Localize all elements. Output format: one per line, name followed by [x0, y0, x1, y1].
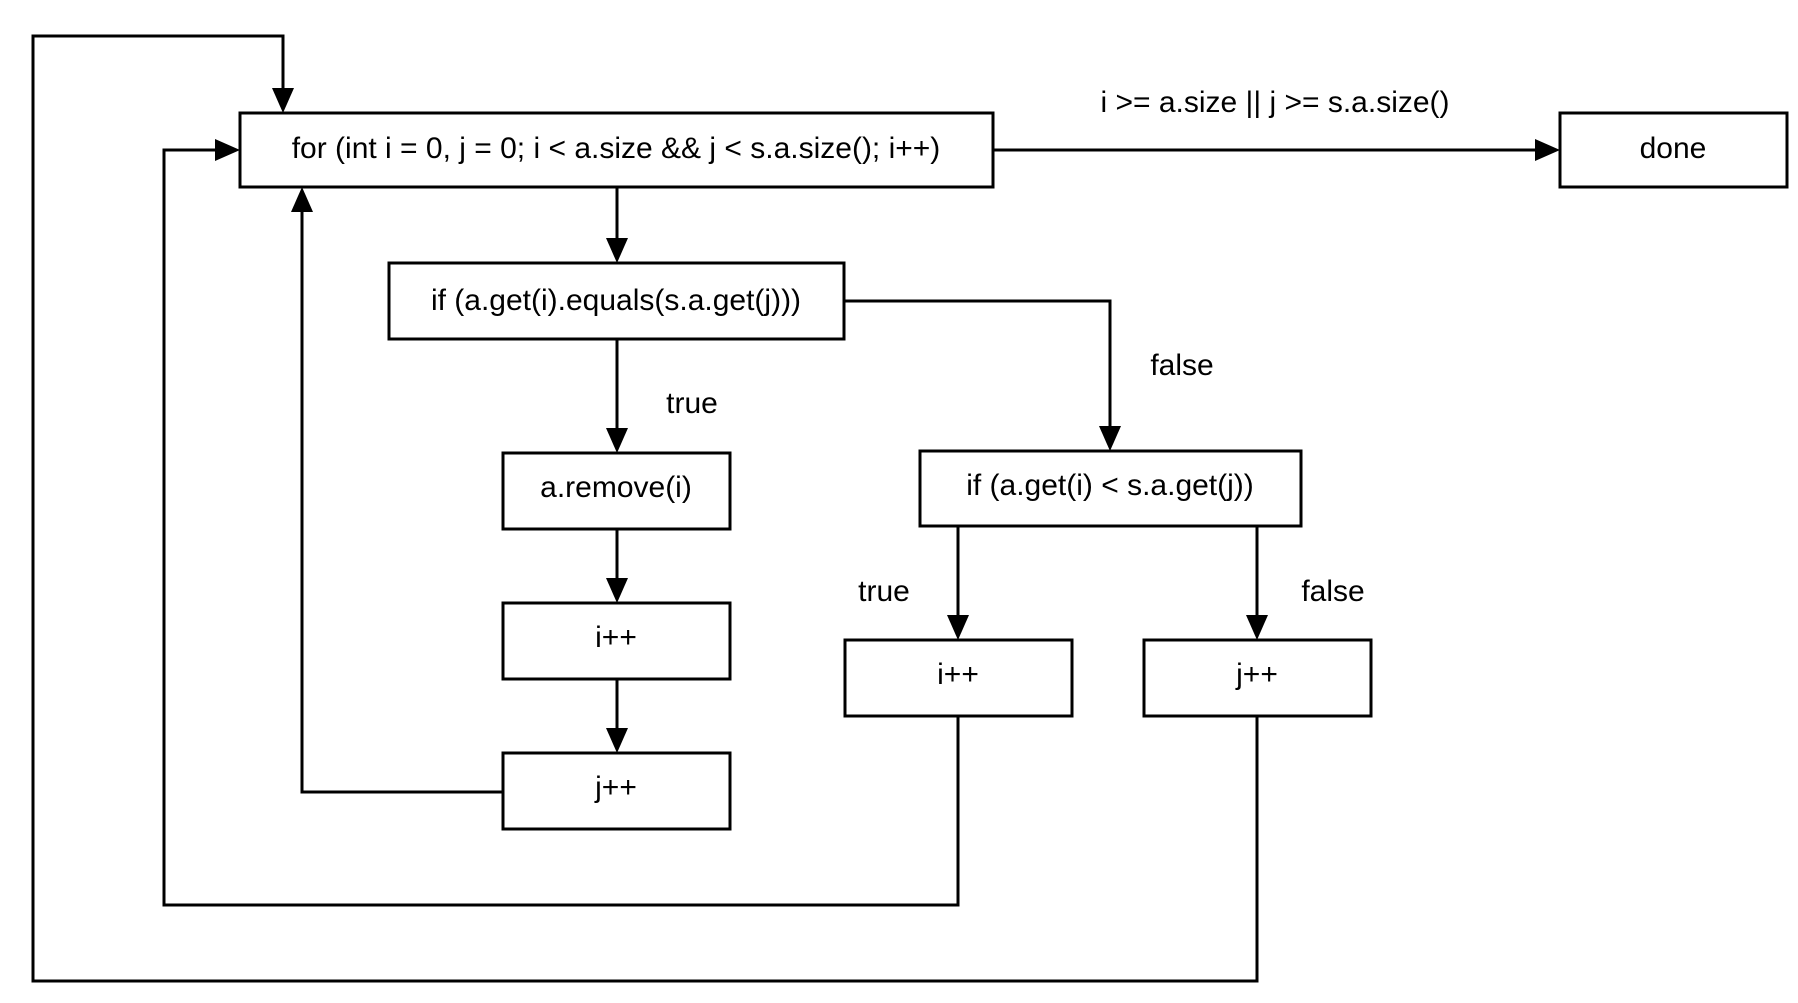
less-false-label: false — [1301, 575, 1364, 608]
svg-text:j++: j++ — [594, 771, 637, 804]
edge-i-right-to-for — [162, 148, 960, 907]
svg-text:if (a.get(i) < s.a.get(j)): if (a.get(i) < s.a.get(j)) — [966, 469, 1254, 502]
less-true-label: true — [858, 575, 910, 608]
arrowhead — [606, 238, 628, 263]
edge-labels: i >= a.size || j >= s.a.size() true fals… — [666, 86, 1449, 608]
equals-false-label: false — [1150, 349, 1213, 382]
arrowhead — [215, 139, 240, 161]
arrowhead — [606, 728, 628, 753]
node-done: done — [1558, 111, 1789, 189]
arrowhead — [1535, 139, 1560, 161]
node-if-less: if (a.get(i) < s.a.get(j)) — [918, 449, 1303, 528]
arrowhead — [1246, 615, 1268, 640]
arrowhead — [606, 428, 628, 453]
node-inc-i-left: i++ — [501, 601, 732, 681]
equals-true-label: true — [666, 387, 718, 420]
svg-text:for (int i = 0, j = 0; i < a.s: for (int i = 0, j = 0; i < a.size && j <… — [292, 132, 941, 165]
svg-text:if (a.get(i).equals(s.a.get(j): if (a.get(i).equals(s.a.get(j))) — [431, 284, 801, 317]
arrowhead — [606, 578, 628, 603]
node-inc-i-right: i++ — [843, 638, 1074, 718]
edge-j-right-to-for — [31, 34, 1259, 983]
svg-text:a.remove(i): a.remove(i) — [540, 471, 692, 504]
arrowhead — [291, 187, 313, 212]
node-remove: a.remove(i) — [501, 451, 732, 531]
arrowhead — [1099, 426, 1121, 451]
node-inc-j-left: j++ — [501, 751, 732, 831]
edge-j-left-to-for — [300, 212, 503, 794]
node-for-loop: for (int i = 0, j = 0; i < a.size && j <… — [238, 111, 995, 189]
svg-text:j++: j++ — [1235, 658, 1278, 691]
node-inc-j-right: j++ — [1142, 638, 1373, 718]
svg-text:i++: i++ — [937, 658, 979, 691]
arrowhead — [272, 88, 294, 113]
edges — [31, 34, 1560, 983]
node-if-equals: if (a.get(i).equals(s.a.get(j))) — [387, 261, 846, 341]
edge-equals-false — [844, 299, 1112, 426]
svg-text:i++: i++ — [595, 621, 637, 654]
exit-condition-label: i >= a.size || j >= s.a.size() — [1100, 86, 1449, 119]
svg-text:done: done — [1640, 132, 1707, 165]
arrowhead — [947, 615, 969, 640]
